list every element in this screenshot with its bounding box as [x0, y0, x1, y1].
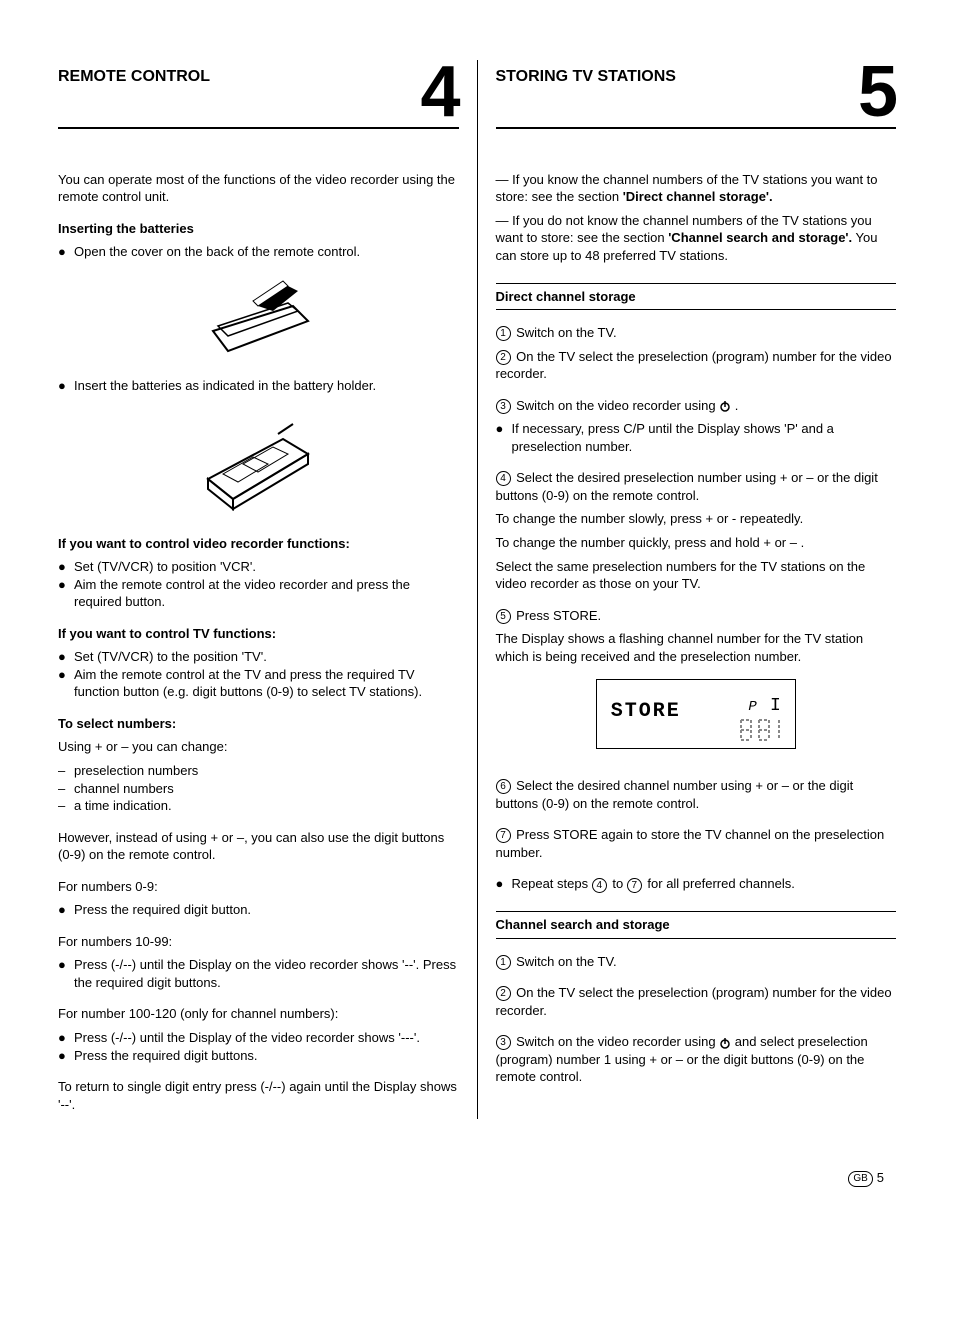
circled-7-inline: 7	[627, 878, 642, 893]
using-line: Using + or – you can change:	[58, 738, 459, 756]
bullet-dot: ●	[58, 558, 74, 576]
right-section-number: 5	[858, 60, 896, 125]
bullet-dot: ●	[58, 576, 74, 611]
lcd-1-text: I	[770, 694, 781, 718]
bullet-dot: ●	[58, 1047, 74, 1065]
left-header: REMOTE CONTROL 4	[58, 60, 459, 129]
circled-3: 3	[496, 399, 511, 414]
power-icon	[719, 400, 731, 412]
lcd-flashing-digits	[737, 716, 787, 744]
circled-4: 4	[496, 471, 511, 486]
step-3: 3 Switch on the video recorder using .	[496, 397, 897, 415]
lcd-display: STORE P I	[596, 679, 796, 749]
step-1: 1 Switch on the TV.	[496, 324, 897, 342]
however-line: However, instead of using + or –, you ca…	[58, 829, 459, 864]
right-column: STORING TV STATIONS 5 — If you know the …	[478, 60, 915, 1119]
step-2: 2 On the TV select the preselection (pro…	[496, 348, 897, 383]
n09-heading: For numbers 0-9:	[58, 878, 459, 896]
sstep-1: 1 Switch on the TV.	[496, 953, 897, 971]
circled-6: 6	[496, 779, 511, 794]
lcd-store-text: STORE	[611, 698, 681, 725]
vcr-b2: ● Aim the remote control at the video re…	[58, 576, 459, 611]
right-intro2: — If you do not know the channel numbers…	[496, 212, 897, 265]
page-footer: GB 5	[40, 1169, 914, 1187]
circled-5: 5	[496, 609, 511, 624]
remote-cover-illustration	[193, 271, 323, 361]
left-section-number: 4	[420, 60, 458, 125]
left-title: REMOTE CONTROL	[58, 60, 210, 88]
bullet-dot: ●	[496, 420, 512, 455]
d2: –channel numbers	[58, 780, 459, 798]
open-cover-line: ● Open the cover on the back of the remo…	[58, 243, 459, 261]
repeat-line: ● Repeat steps 4 to 7 for all preferred …	[496, 875, 897, 893]
circled-4-inline: 4	[592, 878, 607, 893]
page-columns: REMOTE CONTROL 4 You can operate most of…	[40, 60, 914, 1119]
bullet-dot: ●	[58, 377, 74, 395]
page-number: 5	[877, 1170, 884, 1185]
vcr-b1: ● Set (TV/VCR) to position 'VCR'.	[58, 558, 459, 576]
left-intro: You can operate most of the functions of…	[58, 171, 459, 206]
gb-badge: GB	[848, 1171, 872, 1187]
step-6: 6 Select the desired channel number usin…	[496, 777, 897, 812]
d3: –a time indication.	[58, 797, 459, 815]
vcr-heading: If you want to control video recorder fu…	[58, 535, 459, 553]
insert-batteries-line: ● Insert the batteries as indicated in t…	[58, 377, 459, 395]
n1099-b1: ● Press (-/--) until the Display on the …	[58, 956, 459, 991]
right-intro1: — If you know the channel numbers of the…	[496, 171, 897, 206]
tv-b1: ● Set (TV/VCR) to the position 'TV'.	[58, 648, 459, 666]
n100-heading: For number 100-120 (only for channel num…	[58, 1005, 459, 1023]
tv-heading: If you want to control TV functions:	[58, 625, 459, 643]
n1099-heading: For numbers 10-99:	[58, 933, 459, 951]
step-4-l2: To change the number slowly, press + or …	[496, 510, 897, 528]
step-4-l3: To change the number quickly, press and …	[496, 534, 897, 552]
left-column: REMOTE CONTROL 4 You can operate most of…	[40, 60, 478, 1119]
n100-b2: ● Press the required digit buttons.	[58, 1047, 459, 1065]
n100-b1: ● Press (-/--) until the Display of the …	[58, 1029, 459, 1047]
right-title: STORING TV STATIONS	[496, 60, 676, 88]
right-header: STORING TV STATIONS 5	[496, 60, 897, 129]
circled-1b: 1	[496, 955, 511, 970]
return-line: To return to single digit entry press (-…	[58, 1078, 459, 1113]
step-4: 4 Select the desired preselection number…	[496, 469, 897, 504]
n09-b: ● Press the required digit button.	[58, 901, 459, 919]
bullet-dot: ●	[58, 901, 74, 919]
step-3-bullet: ● If necessary, press C/P until the Disp…	[496, 420, 897, 455]
step-5: 5 Press STORE.	[496, 607, 897, 625]
bullet-dot: ●	[58, 666, 74, 701]
search-heading: Channel search and storage	[496, 911, 897, 939]
sstep-2: 2 On the TV select the preselection (pro…	[496, 984, 897, 1019]
step-7: 7 Press STORE again to store the TV chan…	[496, 826, 897, 861]
bullet-dot: ●	[496, 875, 512, 893]
circled-1: 1	[496, 326, 511, 341]
open-cover-text: Open the cover on the back of the remote…	[74, 243, 459, 261]
bullet-dot: ●	[58, 648, 74, 666]
insert-batteries-text: Insert the batteries as indicated in the…	[74, 377, 459, 395]
bullet-dot: ●	[58, 1029, 74, 1047]
power-icon	[719, 1037, 731, 1049]
battery-holder-illustration	[193, 409, 323, 519]
batteries-heading: Inserting the batteries	[58, 220, 459, 238]
circled-7: 7	[496, 828, 511, 843]
step-4-l4: Select the same preselection numbers for…	[496, 558, 897, 593]
circled-2: 2	[496, 350, 511, 365]
bullet-dot: ●	[58, 243, 74, 261]
circled-3b: 3	[496, 1035, 511, 1050]
circled-2b: 2	[496, 986, 511, 1001]
select-heading: To select numbers:	[58, 715, 459, 733]
lcd-p-text: P	[748, 698, 756, 717]
tv-b2: ● Aim the remote control at the TV and p…	[58, 666, 459, 701]
step-5-l2: The Display shows a flashing channel num…	[496, 630, 897, 665]
bullet-dot: ●	[58, 956, 74, 991]
sstep-3: 3 Switch on the video recorder using and…	[496, 1033, 897, 1086]
direct-heading: Direct channel storage	[496, 283, 897, 311]
d1: –preselection numbers	[58, 762, 459, 780]
